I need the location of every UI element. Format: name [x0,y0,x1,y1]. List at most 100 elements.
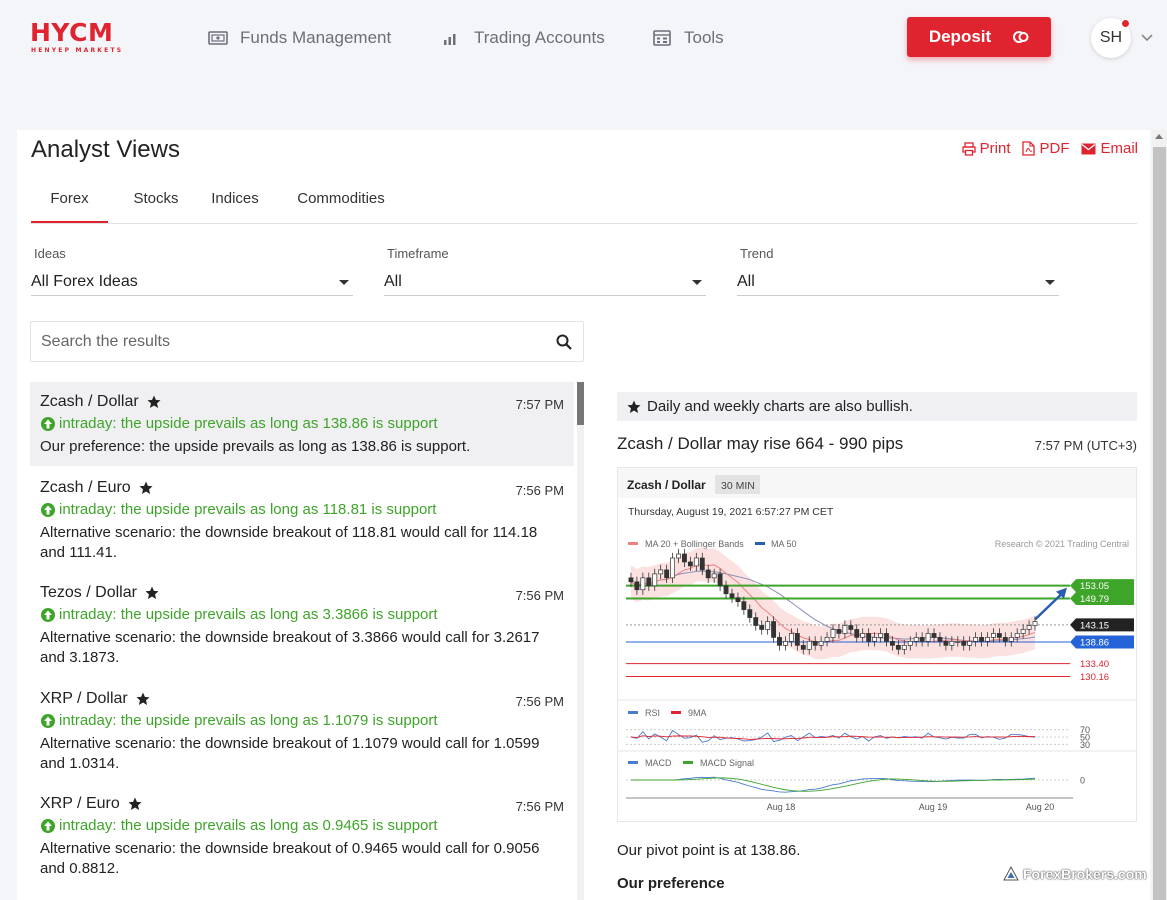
tab-label: Forex [50,190,89,207]
level-tag [1070,579,1134,593]
level-tag [1070,635,1134,649]
level-label: 130.16 [1080,672,1109,683]
wallet-icon [208,31,228,45]
user-avatar[interactable]: SH [1091,18,1131,58]
item-title: Zcash / Euro [40,479,153,497]
print-button[interactable]: Print [961,140,1010,157]
candle [777,637,782,646]
candle [848,625,854,630]
search-input[interactable] [31,322,531,361]
chart-timestamp: Thursday, August 19, 2021 6:57:27 PM CET [628,506,834,518]
deposit-button[interactable]: Deposit [907,17,1051,57]
select-value: All Forex Ideas [31,273,138,290]
x-tick-label: Aug 18 [767,802,796,812]
star-icon[interactable] [145,586,159,600]
price-chart-svg: Zcash / Dollar 30 MIN Thursday, August 1… [618,468,1136,812]
tab-indices[interactable]: Indices [207,190,263,224]
item-time: 7:57 PM [515,397,564,412]
trend-select[interactable]: All [737,272,1059,296]
print-icon [961,141,976,156]
item-description: Alternative scenario: the downside break… [40,524,538,561]
list-item[interactable]: XRP / Dollar 7:56 PM intraday: the upsid… [30,679,574,783]
watermark-logo-icon [1003,866,1019,881]
candle [973,637,979,642]
select-value: All [384,273,402,290]
pdf-label: PDF [1039,140,1070,157]
nav-funds-management[interactable]: Funds Management [208,26,391,50]
arrow-up-circle-icon [41,502,55,517]
list-item[interactable]: Zcash / Euro 7:56 PM intraday: the upsid… [30,468,574,572]
export-actions: Print PDF Email [961,140,1138,157]
list-scrollbar-thumb[interactable] [577,382,584,425]
hycm-logo[interactable]: HYCM HENYEP MARKETS [30,20,130,56]
detail-time: 7:57 PM (UTC+3) [1034,438,1137,453]
star-icon[interactable] [128,797,142,811]
item-title: XRP / Dollar [40,690,150,708]
item-description: Alternative scenario: the downside break… [40,735,540,772]
ideas-select[interactable]: All Forex Ideas [31,272,353,296]
level-label: 153.05 [1080,581,1109,592]
caret-down-icon [339,280,349,285]
scroll-up-icon[interactable] [1155,134,1163,139]
macd-zero-label: 0 [1080,776,1085,786]
nav-trading-accounts[interactable]: Trading Accounts [442,26,605,50]
select-value: All [737,273,755,290]
detail-banner: Daily and weekly charts are also bullish… [617,392,1137,421]
email-icon [1081,143,1096,154]
timeframe-select[interactable]: All [384,272,706,296]
candle [652,573,658,587]
list-item[interactable]: Zcash / Dollar 7:57 PM intraday: the ups… [30,382,574,466]
candle [955,641,961,643]
filter-label: Timeframe [387,246,449,261]
tab-stocks[interactable]: Stocks [126,190,186,224]
search-box [30,321,584,362]
candle [800,645,806,650]
star-icon[interactable] [136,692,150,706]
star-icon[interactable] [147,395,161,409]
candle [913,637,919,642]
item-signal: intraday: the upside prevails as long as… [40,415,438,432]
macd-legend-swatch [628,761,638,764]
item-signal: intraday: the upside prevails as long as… [40,606,438,623]
nav-tools[interactable]: Tools [652,26,724,50]
pdf-button[interactable]: PDF [1022,140,1069,157]
tab-forex[interactable]: Forex [31,190,108,224]
page-scrollbar-thumb[interactable] [1153,147,1166,900]
chart-timeframe: 30 MIN [721,480,755,492]
price-chart[interactable]: Zcash / Dollar 30 MIN Thursday, August 1… [617,467,1137,822]
banner-text: Daily and weekly charts are also bullish… [647,398,913,415]
list-item[interactable]: Tezos / Dollar 7:56 PM intraday: the ups… [30,573,574,677]
chevron-down-icon[interactable] [1141,32,1153,42]
candle [723,585,729,595]
list-scrollbar-track[interactable] [577,382,584,900]
item-time: 7:56 PM [515,483,564,498]
tab-commodities[interactable]: Commodities [293,190,389,224]
search-icon[interactable] [556,334,572,350]
legend-swatch-ma20 [628,542,638,545]
candle [919,637,925,642]
rsi-legend-swatch [628,711,638,714]
tab-label: Commodities [297,190,385,207]
item-signal: intraday: the upside prevails as long as… [40,817,438,834]
logo-wordmark: HYCM [30,18,114,47]
detail-title: Zcash / Dollar may rise 664 - 990 pips [617,434,904,453]
email-button[interactable]: Email [1081,140,1138,157]
logo-tagline: HENYEP MARKETS [31,47,124,54]
macd-signal-legend: MACD Signal [700,758,754,768]
macd-signal-legend-swatch [683,761,693,764]
candle [1002,637,1008,642]
legend-ma20: MA 20 + Bollinger Bands [645,539,744,549]
candle [979,637,984,642]
candle [889,641,895,646]
candle [830,629,836,638]
macd-panel: 0 [626,776,1085,793]
nav-label: Funds Management [240,28,392,47]
candle [640,577,646,591]
star-icon[interactable] [139,481,153,495]
item-title: XRP / Euro [40,795,142,813]
rsi-line [630,729,1036,743]
legend-swatch-ma50 [755,542,765,545]
candle [634,581,640,591]
list-item[interactable]: XRP / Euro 7:56 PM intraday: the upside … [30,784,574,888]
caret-down-icon [692,280,702,285]
